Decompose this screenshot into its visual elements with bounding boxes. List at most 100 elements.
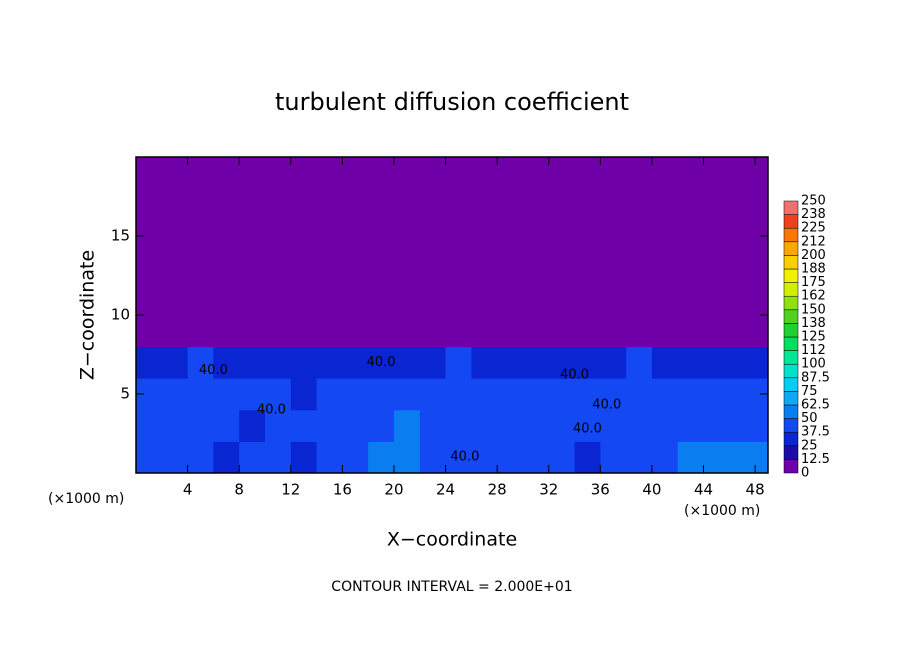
colorbar-swatch	[783, 268, 799, 283]
heat-cell	[136, 188, 163, 221]
heat-cell	[264, 441, 292, 473]
colorbar-label: 200	[801, 248, 826, 263]
heat-cell	[548, 378, 576, 411]
heat-cell	[187, 441, 214, 473]
heat-cell	[419, 251, 447, 284]
heat-cell	[677, 251, 705, 284]
colorbar-label: 37.5	[801, 425, 830, 440]
heat-cell	[600, 409, 627, 442]
heat-cell	[600, 315, 627, 348]
heat-cell	[316, 409, 343, 442]
heat-cell	[703, 315, 730, 348]
heat-cell	[213, 409, 240, 442]
heat-cell	[574, 409, 601, 442]
heat-cell	[600, 378, 627, 411]
colorbar-swatch	[783, 363, 799, 379]
heat-cell	[187, 378, 214, 411]
heat-cell	[522, 188, 550, 221]
heat-cell	[239, 409, 266, 442]
heat-cell	[316, 251, 343, 284]
heat-cell	[264, 157, 292, 190]
heat-cell	[522, 409, 550, 442]
heat-cell	[574, 315, 601, 348]
heat-cell	[729, 188, 756, 221]
colorbar-label: 125	[801, 330, 826, 345]
colorbar-swatch	[783, 377, 799, 392]
heat-cell	[651, 251, 679, 284]
colorbar-swatch	[783, 404, 799, 419]
heat-cell	[419, 157, 447, 190]
heat-cell	[651, 283, 679, 316]
heat-cell	[677, 441, 705, 473]
heat-cell	[316, 378, 343, 411]
heat-cell	[445, 346, 472, 379]
heat-cell	[522, 283, 550, 316]
heat-cell	[239, 283, 266, 316]
heat-cell	[703, 409, 730, 442]
heat-cell	[213, 346, 240, 379]
heat-cell	[342, 409, 369, 442]
heat-cell	[161, 315, 189, 348]
heat-cell	[497, 283, 524, 316]
heat-cell	[677, 315, 705, 348]
heat-cell	[239, 251, 266, 284]
heat-cell	[703, 251, 730, 284]
x-tick-label: 28	[488, 481, 507, 499]
heat-cell	[626, 346, 653, 379]
heat-cell	[651, 315, 679, 348]
heat-cell	[290, 378, 318, 411]
heat-cell	[342, 157, 369, 190]
heat-cell	[342, 315, 369, 348]
heat-cell	[368, 220, 395, 253]
heat-cell	[136, 441, 163, 473]
heat-cell	[161, 251, 189, 284]
x-unit: (×1000 m)	[684, 503, 760, 519]
heat-cell	[264, 409, 292, 442]
heat-cell	[548, 283, 576, 316]
heat-cell	[729, 283, 756, 316]
heat-cell	[574, 188, 601, 221]
heat-cell	[729, 441, 756, 473]
heat-cell	[600, 283, 627, 316]
colorbar-label: 250	[801, 194, 826, 209]
heat-cell	[677, 220, 705, 253]
heat-cell	[419, 409, 447, 442]
heat-cell	[316, 220, 343, 253]
heat-cell	[136, 409, 163, 442]
heat-cell	[471, 157, 498, 190]
heat-cell	[600, 220, 627, 253]
heat-cell	[445, 378, 472, 411]
heat-cell	[471, 283, 498, 316]
heat-cell	[316, 346, 343, 379]
heat-cell	[548, 251, 576, 284]
heat-cell	[445, 315, 472, 348]
heat-cell	[703, 283, 730, 316]
heat-cell	[651, 157, 679, 190]
heat-cell	[368, 251, 395, 284]
heat-cell	[703, 188, 730, 221]
heat-cell	[522, 378, 550, 411]
colorbar-swatch	[783, 200, 799, 215]
heat-cell	[548, 188, 576, 221]
heat-cell	[471, 315, 498, 348]
colorbar-swatch	[783, 391, 799, 406]
heat-cell	[187, 251, 214, 284]
heat-cell	[651, 409, 679, 442]
heat-cell	[393, 315, 421, 348]
heat-cell	[187, 157, 214, 190]
heat-cell	[161, 188, 189, 221]
heat-cell	[290, 220, 318, 253]
x-tick-label: 40	[642, 481, 661, 499]
colorbar-label: 175	[801, 275, 826, 290]
heat-cell	[368, 283, 395, 316]
heat-cell	[651, 188, 679, 221]
y-unit: (×1000 m)	[48, 491, 124, 507]
heat-cell	[264, 220, 292, 253]
heat-cell	[729, 157, 756, 190]
heat-cell	[522, 315, 550, 348]
colorbar-swatch	[783, 350, 799, 365]
heat-cell	[548, 346, 576, 379]
heat-cell	[213, 315, 240, 348]
heat-cell	[677, 409, 705, 442]
heat-cell	[729, 378, 756, 411]
